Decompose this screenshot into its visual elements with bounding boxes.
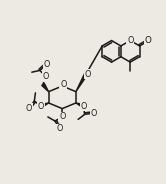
Text: O: O <box>80 102 87 111</box>
Text: O: O <box>127 36 133 45</box>
Text: O: O <box>56 124 63 133</box>
Polygon shape <box>76 72 88 92</box>
Text: O: O <box>38 102 44 111</box>
Polygon shape <box>76 103 84 108</box>
Text: O: O <box>42 72 49 81</box>
Text: O: O <box>84 70 91 79</box>
Text: O: O <box>26 104 32 113</box>
Text: O: O <box>43 60 50 69</box>
Text: O: O <box>90 109 97 118</box>
Text: O: O <box>60 80 66 89</box>
Polygon shape <box>42 83 49 92</box>
Text: O: O <box>145 36 152 45</box>
Text: O: O <box>59 112 65 121</box>
Polygon shape <box>40 103 49 108</box>
